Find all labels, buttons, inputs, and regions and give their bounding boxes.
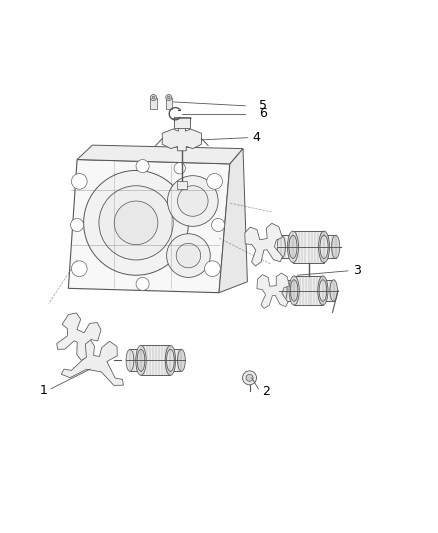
Circle shape — [207, 174, 223, 189]
Text: 5: 5 — [259, 99, 267, 112]
Ellipse shape — [287, 231, 298, 263]
Ellipse shape — [318, 231, 329, 263]
Circle shape — [71, 261, 87, 277]
Polygon shape — [257, 273, 289, 309]
Ellipse shape — [320, 235, 328, 259]
Ellipse shape — [136, 345, 146, 375]
Bar — [174, 117, 190, 128]
Bar — [283, 280, 294, 301]
Polygon shape — [219, 149, 247, 293]
Circle shape — [166, 94, 172, 101]
Polygon shape — [68, 159, 230, 293]
Circle shape — [136, 277, 149, 290]
Text: 6: 6 — [259, 107, 267, 120]
Circle shape — [212, 219, 225, 231]
Polygon shape — [162, 127, 201, 151]
Ellipse shape — [290, 280, 298, 301]
Circle shape — [205, 261, 220, 277]
Polygon shape — [57, 313, 101, 360]
Circle shape — [167, 96, 170, 99]
Ellipse shape — [318, 276, 328, 305]
Bar — [170, 349, 181, 372]
Circle shape — [174, 163, 185, 174]
Ellipse shape — [177, 349, 185, 372]
Bar — [141, 345, 170, 375]
Ellipse shape — [277, 235, 286, 259]
Circle shape — [166, 234, 210, 277]
Bar — [166, 99, 172, 109]
Circle shape — [152, 96, 155, 99]
Circle shape — [243, 371, 257, 385]
Ellipse shape — [279, 280, 287, 301]
Ellipse shape — [319, 280, 327, 301]
Bar — [177, 181, 187, 189]
Text: 1: 1 — [39, 384, 47, 398]
Text: 2: 2 — [262, 385, 270, 398]
Circle shape — [71, 174, 87, 189]
Bar — [281, 235, 293, 259]
Ellipse shape — [165, 345, 176, 375]
Circle shape — [246, 374, 253, 381]
Bar — [323, 280, 334, 301]
Circle shape — [114, 201, 158, 245]
Bar — [130, 349, 141, 372]
Circle shape — [177, 185, 208, 216]
Ellipse shape — [126, 349, 134, 372]
Ellipse shape — [166, 349, 174, 372]
Polygon shape — [61, 338, 124, 385]
Circle shape — [167, 176, 218, 227]
Ellipse shape — [289, 276, 299, 305]
Ellipse shape — [332, 235, 340, 259]
Circle shape — [84, 171, 188, 275]
Bar — [150, 99, 156, 109]
Circle shape — [176, 244, 201, 268]
Text: 4: 4 — [252, 131, 260, 144]
Bar — [293, 231, 324, 263]
Ellipse shape — [137, 349, 145, 372]
Polygon shape — [77, 145, 243, 164]
Circle shape — [136, 159, 149, 173]
Bar — [294, 276, 323, 305]
Circle shape — [99, 185, 173, 260]
Ellipse shape — [289, 235, 297, 259]
Circle shape — [150, 94, 156, 101]
Ellipse shape — [330, 280, 337, 301]
Bar — [324, 235, 336, 259]
Text: 3: 3 — [353, 264, 360, 277]
Polygon shape — [245, 223, 283, 266]
Circle shape — [71, 219, 84, 231]
